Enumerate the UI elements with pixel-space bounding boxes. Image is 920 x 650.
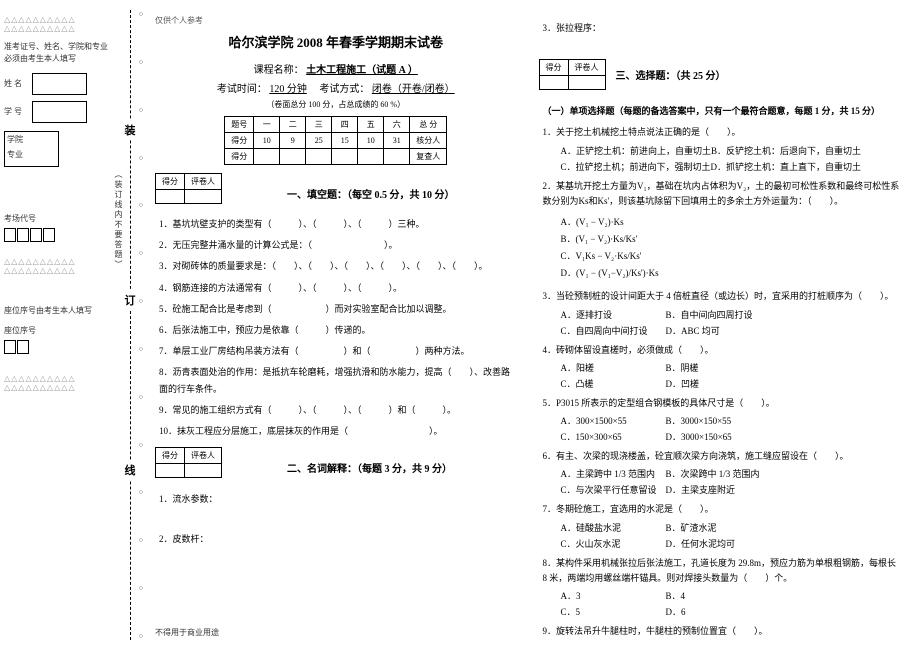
fill-q8: 8．沥青表面处治的作用：是抵抗车轮磨耗，增强抗滑和防水能力，提高（ ）、改善路面…	[159, 364, 517, 396]
q3-label: 3．张拉程序：	[543, 20, 901, 36]
label-id: 学 号	[4, 101, 32, 123]
fill-q2: 2．无压完整井涌水量的计算公式是：（ ）。	[159, 237, 517, 253]
fill-q10: 10．抹灰工程应分层施工，底层抹灰的作用是（ ）。	[159, 423, 517, 439]
term-q1: 1．流水参数：	[159, 491, 517, 507]
mt2-grader: 评卷人	[185, 448, 222, 464]
footer: 不得用于商业用途	[155, 627, 219, 638]
course-name: 土木工程施工（试题 A ）	[306, 65, 418, 76]
fill-q7: 7．单层工业厂房结构吊装方法有（ ）和（ ）两种方法。	[159, 343, 517, 359]
label-name: 姓 名	[4, 73, 32, 95]
triangles-mid2: △△△△△△△△△△	[4, 266, 111, 275]
bind-char-3: 线	[125, 460, 136, 480]
mt-score: 得分	[156, 174, 185, 190]
mini-table-2: 得分评卷人	[155, 447, 222, 478]
box-id[interactable]	[32, 101, 87, 123]
bind-char-2: 订	[125, 290, 136, 310]
label-major: 专业	[7, 149, 56, 160]
score-table: 题号一二三四五六总 分得分10925151031核分人得分复查人	[224, 116, 447, 165]
mc-stem-9: 9．旋转法吊升牛腿柱时，牛腿柱的预制位置宜（ ）。	[543, 624, 901, 639]
course-line: 课程名称： 土木工程施工（试题 A ）	[155, 61, 517, 76]
mt-grader: 评卷人	[185, 174, 222, 190]
fill-q9: 9．常见的施工组织方式有（ ）、（ ）、（ ）和（ ）。	[159, 402, 517, 418]
fill-q6: 6．后张法施工中，预应力是依靠（ ）传递的。	[159, 322, 517, 338]
binding-circles: ○○○○○○○○○○○○○○	[139, 10, 143, 640]
column-right: 3．张拉程序： 得分评卷人 三、选择题：（共 25 分） （一）单项选择题（每题…	[539, 15, 901, 635]
fill-q3: 3．对砌砖体的质量要求是：（ ）、（ ）、（ ）、（ ）、（ ）、（ ）。	[159, 258, 517, 274]
box-college-major[interactable]: 学院 专业	[4, 131, 59, 167]
score-note: （卷面总分 100 分，占总成绩的 60 %）	[155, 99, 517, 110]
exam-time: 120 分钟	[269, 84, 307, 95]
mc-stem-5: 5．P3015 所表示的定型组合钢模板的具体尺寸是（ ）。	[543, 396, 901, 411]
sub-a-title: （一）单项选择题（每题的备选答案中，只有一个最符合题意，每题 1 分，共 15 …	[543, 103, 901, 119]
mini-table-3: 得分评卷人	[539, 59, 606, 90]
binding-strip: 装 订 线 （装订线内不要答题） ○○○○○○○○○○○○○○	[115, 0, 145, 650]
left-margin: △△△△△△△△△△ △△△△△△△△△△ 准考证号、姓名、学院和专业必须由考生…	[0, 0, 115, 650]
mc-stem-2: 2．某基坑开挖土方量为V₁，基础在坑内占体积为V₂，土的最初可松性系数和最终可松…	[543, 179, 901, 210]
exam-info: 考试时间： 120 分钟 考试方式： 闭卷（开卷/闭卷）	[155, 80, 517, 95]
fill-q1: 1．基坑坑壁支护的类型有（ ）、（ ）、（ ）三种。	[159, 216, 517, 232]
mc-stem-4: 4．砖砌体留设直槎时，必须做成（ ）。	[543, 343, 901, 358]
section-3-title: 三、选择题：（共 25 分）	[616, 67, 726, 82]
label-seat: 座位序号	[4, 325, 111, 336]
page-header: 仅供个人参考	[155, 15, 517, 26]
mc-stem-6: 6．有主、次梁的现浇楼盖，砼宜顺次梁方向浇筑，施工缝应留设在（ ）。	[543, 449, 901, 464]
triangles-bot2: △△△△△△△△△△	[4, 383, 111, 392]
mode-label: 考试方式：	[319, 84, 369, 95]
fill-q5: 5．砼施工配合比是考虑到（ ）而对实验室配合比加以调整。	[159, 301, 517, 317]
mc-stem-1: 1．关于挖土机械挖土特点说法正确的是（ ）。	[543, 125, 901, 140]
mc-stem-8: 8．某构件采用机械张拉后张法施工，孔道长度为 29.8m，预应力筋为单根粗钢筋，…	[543, 556, 901, 587]
time-label: 考试时间：	[217, 84, 267, 95]
fill-q4: 4．钢筋连接的方法通常有（ ）、（ ）、（ ）。	[159, 280, 517, 296]
seat-boxes[interactable]	[4, 340, 111, 354]
mc-stem-7: 7．冬期砼施工，宜选用的水泥是（ ）。	[543, 502, 901, 517]
triangles-top2: △△△△△△△△△△	[4, 24, 111, 33]
margin-note1: 准考证号、姓名、学院和专业必须由考生本人填写	[4, 41, 111, 65]
label-college: 学院	[7, 134, 56, 145]
box-name[interactable]	[32, 73, 87, 95]
triangles-mid: △△△△△△△△△△	[4, 257, 111, 266]
mini-table-1: 得分评卷人	[155, 173, 222, 204]
course-label: 课程名称：	[254, 65, 304, 76]
term-q2: 2．皮数杆：	[159, 531, 517, 547]
exam-title: 哈尔滨学院 2008 年春季学期期末试卷	[155, 32, 517, 51]
mt2-score: 得分	[156, 448, 185, 464]
binding-vert: （装订线内不要答题）	[113, 170, 124, 270]
label-exam: 考场代号	[4, 213, 111, 224]
bind-char-1: 装	[125, 120, 136, 140]
section-2-title: 二、名词解释：（每题 3 分，共 9 分）	[287, 464, 452, 475]
section-1-title: 一、填空题：（每空 0.5 分，共 10 分）	[287, 190, 455, 201]
triangles-bot: △△△△△△△△△△	[4, 374, 111, 383]
triangles-top: △△△△△△△△△△	[4, 15, 111, 24]
mc-stem-3: 3．当砼预制桩的设计间距大于 4 倍桩直径（或边长）时，宜采用的打桩顺序为（ ）…	[543, 289, 901, 304]
margin-note2: 座位序号由考生本人填写	[4, 305, 111, 317]
column-left: 仅供个人参考 哈尔滨学院 2008 年春季学期期末试卷 课程名称： 土木工程施工…	[155, 15, 517, 635]
exam-code-boxes[interactable]	[4, 228, 111, 242]
exam-mode: 闭卷（开卷/闭卷）	[372, 84, 455, 95]
